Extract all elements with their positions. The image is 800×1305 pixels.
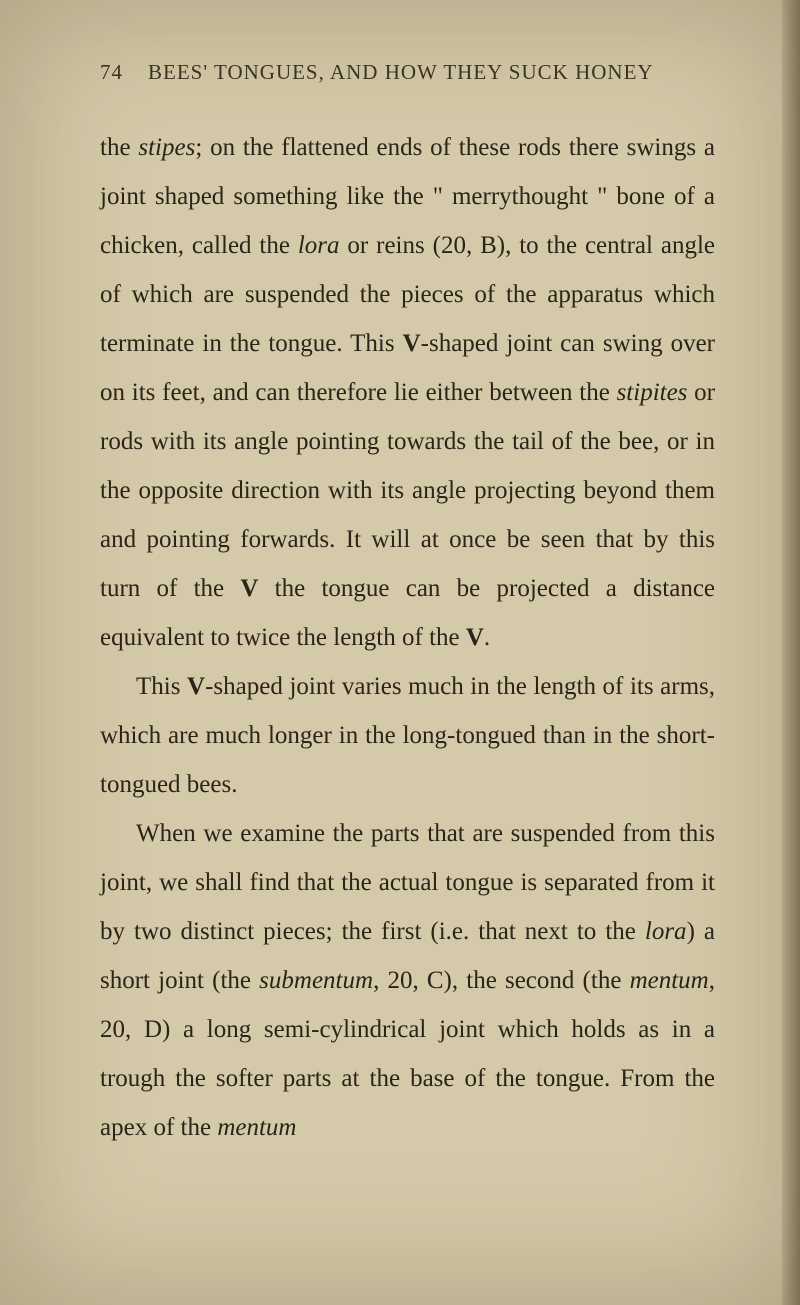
- page-container: 74 BEES' TONGUES, AND HOW THEY SUCK HONE…: [0, 0, 800, 1222]
- page-header: 74 BEES' TONGUES, AND HOW THEY SUCK HONE…: [100, 60, 715, 85]
- italic-term-stipes: stipes: [138, 134, 195, 161]
- italic-term-mentum: mentum: [217, 1114, 296, 1141]
- page-number: 74: [100, 60, 123, 84]
- bold-v: V: [240, 575, 258, 602]
- text-run: .: [484, 624, 490, 651]
- paragraph-3: When we examine the parts that are suspe…: [100, 809, 715, 1152]
- text-run: the: [100, 134, 138, 161]
- italic-term-stipites: stipites: [617, 379, 688, 406]
- bold-v: V: [403, 330, 421, 357]
- paragraph-1: the stipes; on the flattened ends of the…: [100, 123, 715, 662]
- italic-term-lora: lora: [645, 918, 687, 945]
- italic-term-submentum: submentum: [259, 967, 373, 994]
- text-run: This: [136, 673, 187, 700]
- paragraph-2: This V-shaped joint varies much in the l…: [100, 662, 715, 809]
- text-run: or rods with its angle pointing towards …: [100, 379, 715, 602]
- text-run: When we examine the parts that are suspe…: [100, 820, 715, 945]
- bold-v: V: [466, 624, 484, 651]
- body-text: the stipes; on the flattened ends of the…: [100, 123, 715, 1152]
- text-run: , 20, C), the second (the: [373, 967, 630, 994]
- italic-term-mentum: mentum: [630, 967, 709, 994]
- header-title: BEES' TONGUES, AND HOW THEY SUCK HONEY: [148, 60, 654, 84]
- bold-v: V: [187, 673, 205, 700]
- italic-term-lora: lora: [298, 232, 340, 259]
